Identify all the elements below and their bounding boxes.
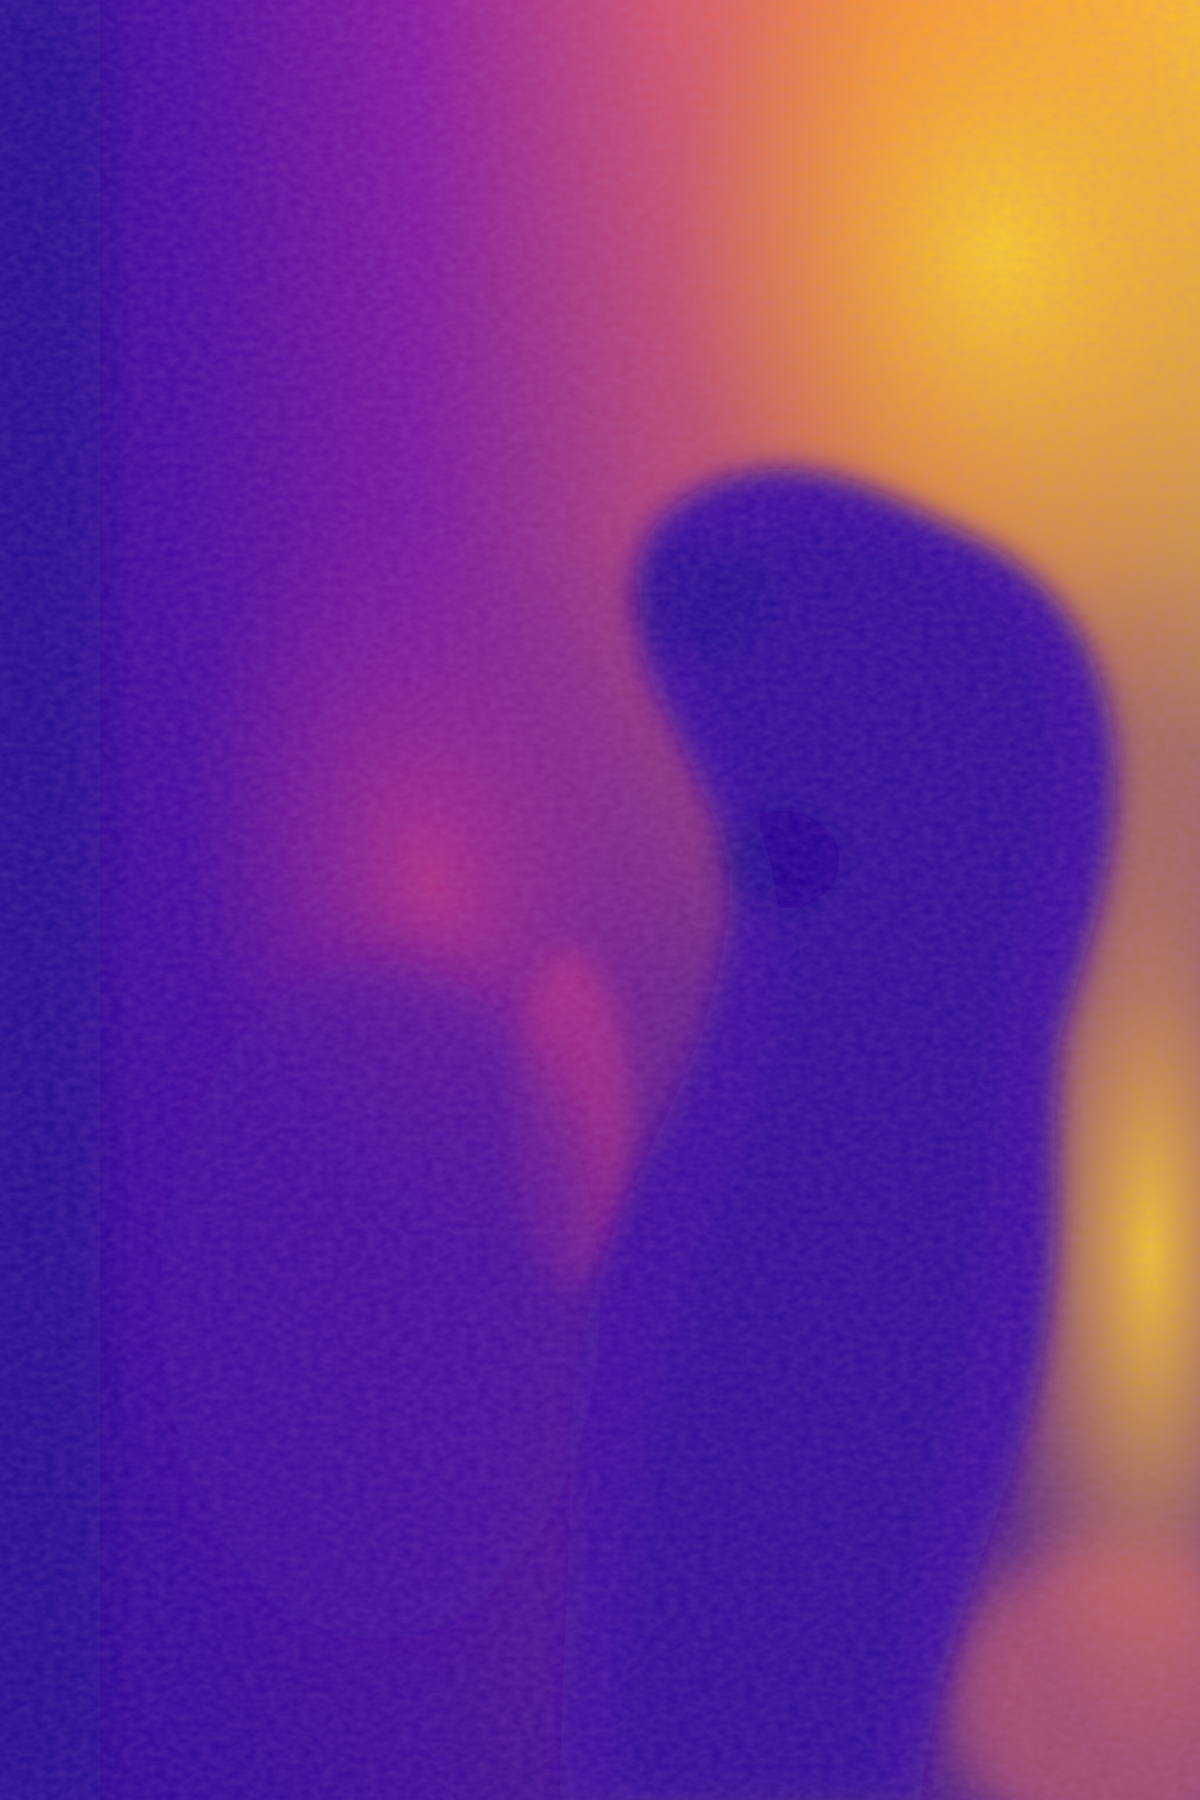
- sensor-grain: [0, 0, 1200, 1800]
- thermal-image: [0, 0, 1200, 1800]
